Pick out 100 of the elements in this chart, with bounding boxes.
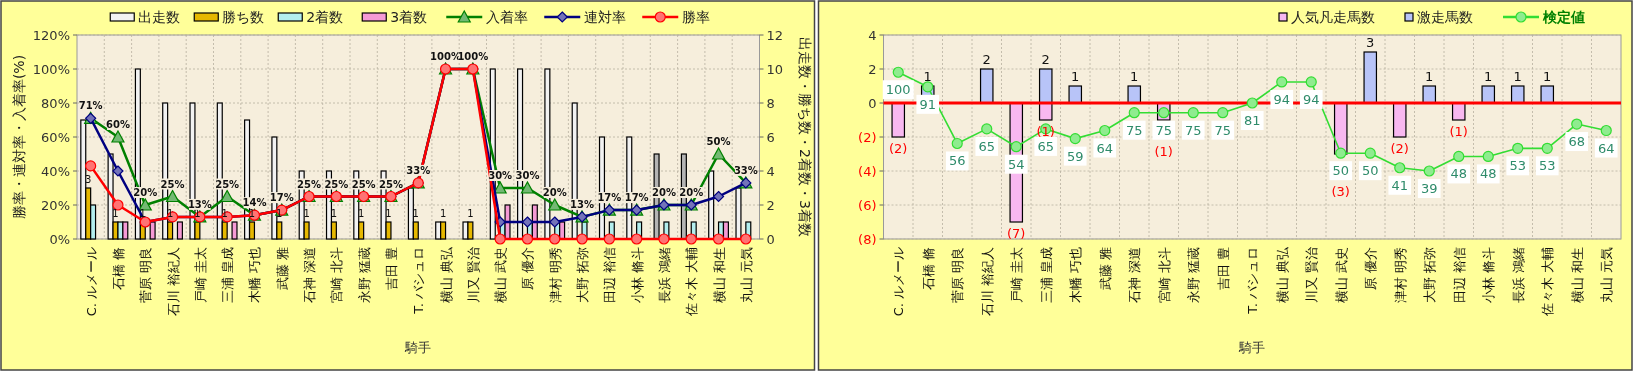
x-tick-label: 横山 和生	[711, 247, 727, 304]
y2-axis-title: 出走数・勝ち数・2着数・3着数	[796, 37, 813, 237]
x-tick-label: 石神 深道	[302, 247, 318, 304]
data-label: 65	[1037, 138, 1055, 154]
data-label: 48	[1450, 166, 1468, 182]
y-tick-label: 120%	[32, 28, 70, 43]
x-tick-label: 石神 深道	[1127, 247, 1143, 304]
y-tick-label: (2)	[858, 130, 877, 145]
y-tick-label: (6)	[858, 198, 877, 213]
x-tick-label: C. ルメール	[891, 247, 907, 317]
y2-tick-label: 0	[766, 232, 775, 247]
legend-label: 連対率	[584, 9, 627, 25]
x-tick-label: 原 優介	[1363, 247, 1379, 291]
data-label: 39	[1420, 181, 1438, 196]
y-tick-label: (4)	[858, 164, 877, 179]
data-label: 1	[358, 208, 365, 219]
x-tick-label: 佐々木 大輔	[684, 247, 700, 317]
data-label: 25%	[215, 178, 240, 190]
data-label: 54	[1007, 156, 1025, 172]
data-label: 20%	[651, 187, 676, 198]
y-axis-title: 勝率・連対率・入着率(%)	[11, 54, 27, 220]
data-label: 1	[194, 208, 201, 219]
data-label: 59	[1066, 148, 1084, 164]
data-label: 53	[1538, 158, 1556, 174]
x-tick-label: 吉田 豊	[1215, 247, 1231, 291]
data-label: 100	[885, 82, 911, 98]
x-tick-label: 田辺 裕信	[602, 247, 618, 304]
x-tick-label: 戸崎 圭太	[192, 247, 208, 304]
y2-tick-label: 4	[766, 164, 775, 179]
data-label: (3)	[1331, 184, 1350, 200]
data-label: 64	[1597, 140, 1615, 156]
data-label: 20%	[542, 187, 567, 198]
data-label: (1)	[1449, 124, 1468, 139]
x-tick-label: 佐々木 大輔	[1540, 247, 1556, 317]
data-label: 1	[1071, 69, 1080, 84]
x-tick-label: 石川 裕紀人	[979, 247, 995, 317]
data-label: 25%	[351, 178, 376, 190]
data-label: 1	[385, 208, 392, 219]
data-label: 1	[412, 208, 419, 219]
data-label: 30%	[488, 170, 513, 181]
x-tick-label: 宮崎 北斗	[329, 247, 345, 304]
x-tick-label: 永野 猛蔵	[1186, 247, 1202, 304]
x-tick-label: 津村 明秀	[547, 247, 563, 304]
data-label: 13%	[187, 198, 212, 210]
x-tick-label: 三浦 皇成	[1038, 247, 1054, 304]
data-label: (7)	[1007, 226, 1026, 241]
y-tick-label: 40%	[41, 164, 70, 179]
data-label: 1	[330, 208, 338, 219]
data-label: 1	[166, 208, 174, 219]
data-label: 81	[1243, 113, 1261, 128]
x-tick-label: 横山 和生	[1569, 247, 1585, 304]
y2-tick-label: 2	[766, 198, 775, 213]
data-label: 1	[923, 69, 932, 84]
y-tick-label: 0	[868, 96, 877, 111]
data-label: 60%	[105, 119, 130, 130]
data-label: 1	[1513, 69, 1522, 84]
x-tick-label: 大野 拓弥	[1422, 247, 1438, 304]
y-tick-label: 0%	[49, 232, 70, 247]
x-tick-label: 武藤 雅	[274, 247, 290, 291]
x-tick-label: 丸山 元気	[1599, 247, 1615, 304]
x-tick-label: 丸山 元気	[738, 247, 754, 304]
y-tick-label: 2	[868, 62, 877, 77]
data-label: 1	[112, 208, 119, 219]
x-tick-label: 長浜 鴻緒	[1510, 247, 1526, 304]
y-tick-label: 20%	[41, 198, 70, 213]
x-axis-title: 騎手	[1238, 340, 1266, 355]
data-label: 20%	[679, 187, 704, 198]
data-label: 25%	[297, 178, 322, 190]
data-label: 50	[1361, 163, 1379, 179]
legend-label: 勝ち数	[222, 9, 265, 25]
data-label: 25%	[324, 178, 349, 190]
x-tick-label: 大野 拓弥	[575, 247, 591, 304]
x-tick-label: 長浜 鴻緒	[656, 247, 672, 304]
data-label: 1	[439, 208, 447, 219]
data-label: 94	[1302, 91, 1320, 107]
data-label: (2)	[1390, 141, 1409, 156]
x-tick-label: 石川 裕紀人	[165, 247, 181, 317]
data-label: 20%	[133, 187, 158, 198]
data-label: 1	[1484, 69, 1493, 84]
y-tick-label: 60%	[41, 130, 70, 145]
data-label: 17%	[269, 192, 294, 204]
x-tick-label: 横山 典弘	[1274, 246, 1290, 304]
data-label: 1	[467, 208, 474, 219]
x-tick-label: 宮崎 北斗	[1156, 247, 1172, 304]
data-label: 14%	[242, 197, 267, 209]
data-label: 94	[1273, 91, 1291, 107]
x-tick-label: 菅原 明良	[138, 247, 154, 304]
legend-label: 3着数	[390, 9, 428, 25]
x-tick-label: 横山 武史	[493, 247, 509, 304]
x-tick-label: 川又 賢治	[465, 247, 481, 304]
x-tick-label: 吉田 豊	[383, 247, 399, 291]
data-label: 33%	[733, 164, 758, 176]
x-tick-label: 小林 脩斗	[1481, 247, 1497, 304]
data-label: 1	[221, 208, 228, 219]
legend-label: 勝率	[682, 9, 711, 25]
legend-label: 検定値	[1542, 9, 1585, 25]
x-tick-label: 横山 典弘	[438, 246, 454, 304]
y-tick-label: (8)	[858, 232, 877, 247]
y2-tick-label: 6	[766, 130, 775, 145]
data-label: 48	[1479, 166, 1497, 182]
